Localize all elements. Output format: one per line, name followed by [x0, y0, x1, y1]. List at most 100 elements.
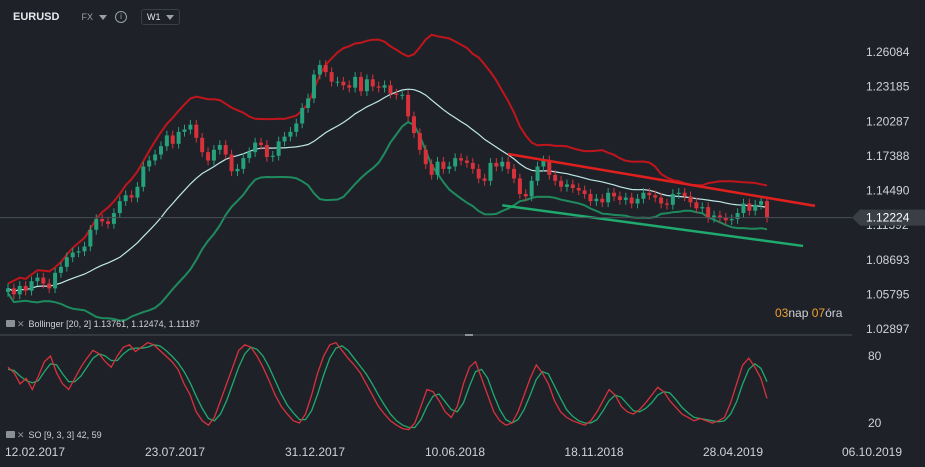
time-axis-tick: 06.10.2019	[842, 445, 902, 459]
candle-body	[270, 155, 275, 157]
symbol-label[interactable]: EURUSD	[13, 11, 60, 23]
candle-body	[488, 162, 493, 181]
timeframe-label: W1	[146, 12, 161, 22]
candle-body	[223, 144, 228, 155]
candle-body	[653, 195, 658, 198]
candle-body	[70, 252, 75, 258]
candle-body	[235, 168, 240, 172]
candle-body	[517, 178, 522, 194]
candle-body	[612, 192, 617, 197]
candle-body	[47, 283, 52, 289]
candle-body	[182, 129, 187, 132]
candle-body	[88, 229, 93, 247]
candle-body	[559, 180, 564, 187]
candle-body	[106, 221, 111, 224]
candle-body	[394, 93, 399, 95]
bar-countdown: 03nap 07óra	[775, 306, 842, 320]
candle-body	[641, 192, 646, 199]
candle-body	[735, 213, 740, 220]
candle-body	[17, 285, 22, 295]
candle-body	[294, 123, 299, 132]
support-trendline	[502, 204, 804, 248]
countdown-hours-unit: óra	[825, 306, 843, 320]
candle-body	[259, 142, 263, 145]
time-axis-tick: 18.11.2018	[564, 445, 623, 459]
candle-body	[429, 164, 434, 175]
candle-body	[741, 203, 746, 214]
candle-body	[729, 219, 734, 221]
candle-body	[417, 133, 422, 150]
timeframe-selector[interactable]: W1	[140, 9, 181, 25]
candle-body	[6, 288, 10, 292]
candle-body	[523, 193, 528, 197]
candle-body	[723, 217, 728, 221]
candle-body	[329, 72, 334, 82]
current-price-label: 1.12224	[866, 211, 910, 225]
resistance-trendline	[507, 152, 816, 208]
candle-body	[588, 193, 593, 202]
candle-body	[229, 154, 234, 172]
candle-body	[547, 160, 552, 175]
candle-body	[176, 131, 181, 144]
candle-body	[23, 285, 28, 291]
price-axis-tick: 1.26084	[866, 45, 910, 59]
visibility-icon[interactable]	[6, 319, 15, 327]
candle-body	[400, 94, 405, 96]
price-axis-tick: 1.23185	[866, 80, 910, 94]
price-axis-tick: 1.08693	[866, 253, 910, 267]
candle-body	[600, 198, 605, 203]
price-axis-tick: 1.05795	[866, 287, 910, 301]
candle-body	[688, 196, 693, 203]
stochastic-k-line	[7, 341, 768, 431]
candle-body	[464, 160, 469, 163]
candle-body	[117, 201, 122, 214]
candle-body	[506, 161, 511, 169]
candle-body	[311, 74, 316, 99]
candle-body	[247, 152, 252, 159]
stochastic-d-line	[7, 344, 768, 429]
candle-body	[288, 131, 293, 137]
candle-body	[100, 219, 105, 222]
candle-body	[759, 201, 764, 205]
candle-body	[241, 158, 246, 169]
candle-body	[353, 76, 358, 88]
candle-body	[76, 251, 81, 253]
candle-body	[435, 161, 440, 175]
candle-body	[388, 85, 393, 94]
candle-body	[441, 161, 446, 169]
close-icon[interactable]: ✕	[17, 318, 25, 329]
close-icon[interactable]: ✕	[17, 429, 25, 440]
candle-body	[35, 277, 40, 282]
time-axis-tick: 10.06.2018	[425, 445, 485, 459]
candle-body	[553, 174, 558, 181]
candle-body	[500, 161, 505, 167]
candle-body	[300, 107, 305, 124]
candle-body	[276, 141, 281, 156]
visibility-icon[interactable]	[6, 430, 15, 438]
candle-body	[676, 192, 681, 194]
candle-body	[158, 146, 163, 155]
exchange-label: FX	[81, 12, 93, 22]
candle-body	[617, 196, 622, 200]
candle-body	[364, 79, 369, 92]
candle-body	[453, 158, 458, 167]
candle-body	[211, 149, 216, 161]
candle-body	[712, 215, 717, 218]
candle-body	[411, 116, 416, 134]
candle-body	[529, 180, 534, 197]
price-axis-tick: 1.14490	[866, 184, 910, 198]
candle-body	[335, 81, 340, 83]
bollinger-label: Bollinger [20, 2] 1.13761, 1.12474, 1.11…	[28, 319, 200, 329]
candle-body	[629, 197, 634, 204]
info-icon[interactable]: i	[114, 11, 127, 23]
candle-body	[188, 124, 193, 130]
candle-body	[582, 190, 587, 194]
candle-body	[111, 213, 116, 224]
stochastic-axis-tick: 80	[868, 349, 882, 363]
candle-body	[635, 198, 640, 204]
countdown-days-unit: nap	[788, 306, 809, 320]
exchange-selector[interactable]: FX	[81, 12, 107, 22]
pane-resize-handle	[465, 334, 473, 336]
candle-body	[347, 85, 352, 88]
